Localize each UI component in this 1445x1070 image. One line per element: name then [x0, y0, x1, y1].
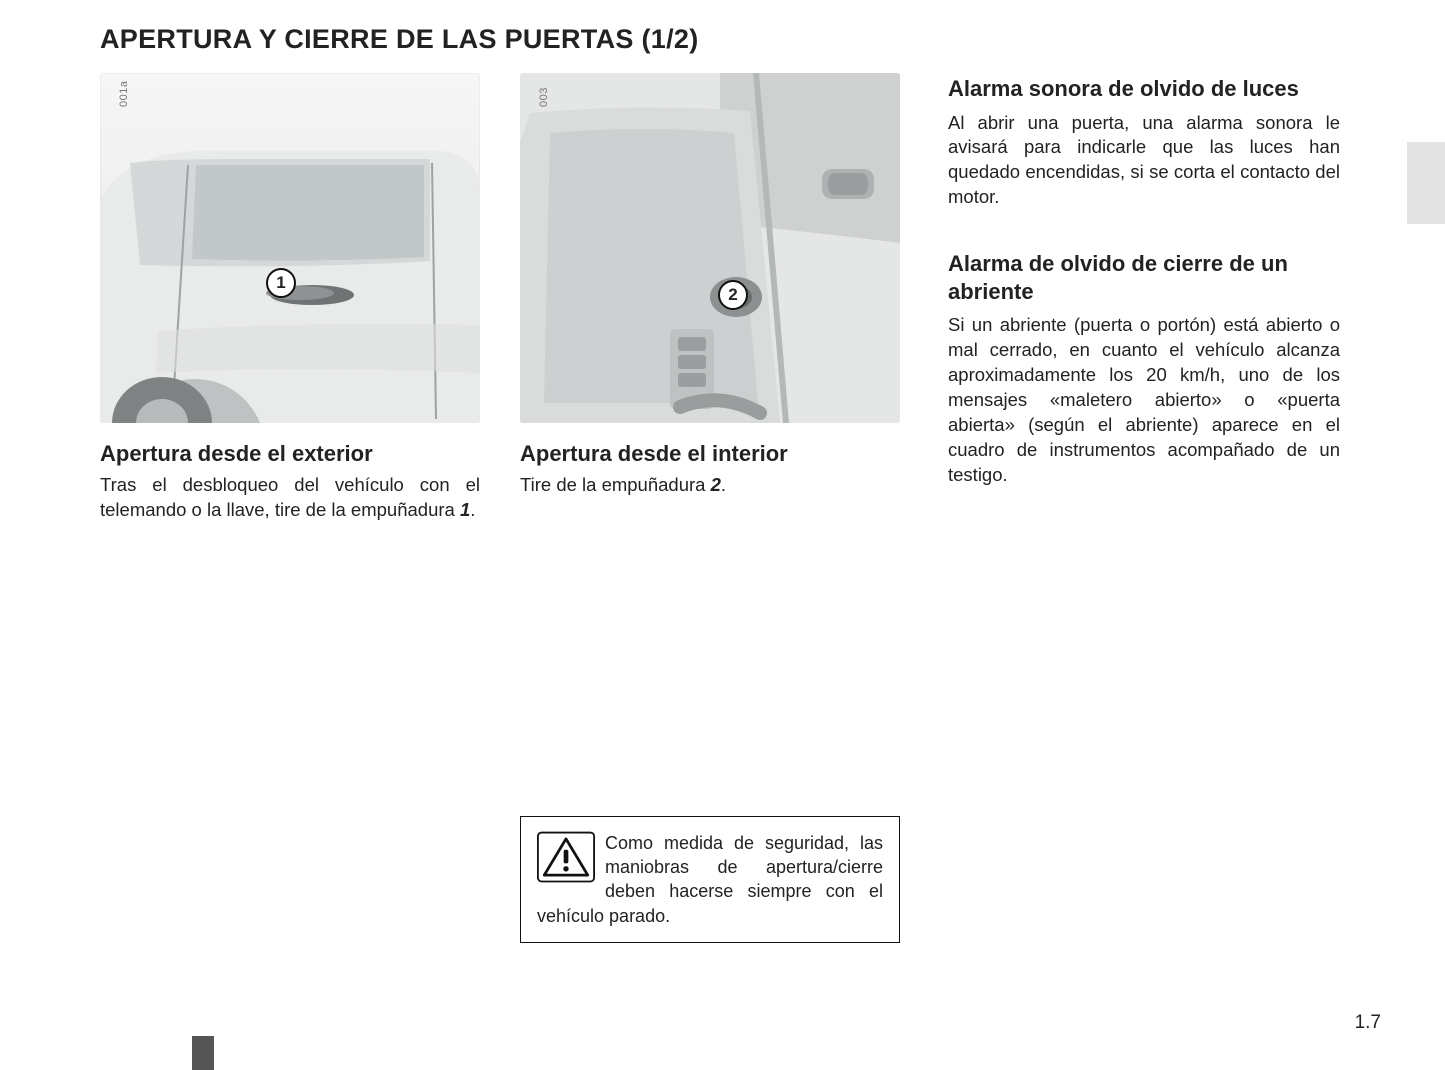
- column-exterior: 001a: [100, 73, 480, 523]
- subtitle-exterior: Apertura desde el exterior: [100, 441, 480, 467]
- text-exterior-em: 1: [460, 499, 470, 520]
- car-exterior-illustration: [100, 73, 480, 423]
- text-exterior-before: Tras el desbloqueo del vehículo con el t…: [100, 474, 480, 520]
- callout-2: 2: [718, 280, 748, 310]
- page-title: APERTURA Y CIERRE DE LAS PUERTAS (1/2): [100, 24, 1369, 55]
- text-door-alarm: Si un abriente (puerta o portón) está ab…: [948, 313, 1340, 488]
- car-interior-illustration: [520, 73, 900, 423]
- page-number: 1.7: [1355, 1012, 1381, 1034]
- text-interior: Tire de la empuñadura 2.: [520, 473, 900, 498]
- subtitle-interior: Apertura desde el interior: [520, 441, 900, 467]
- callout-1: 1: [266, 268, 296, 298]
- figure-interior: 003: [520, 73, 900, 423]
- text-lights-alarm: Al abrir una puerta, una alarma sonora l…: [948, 111, 1340, 211]
- warning-box: Como medida de segu­ridad, las maniobras…: [520, 816, 900, 943]
- text-interior-before: Tire de la empuñadura: [520, 474, 711, 495]
- figure-number: 003: [538, 87, 550, 107]
- text-interior-em: 2: [711, 474, 721, 495]
- manual-page: APERTURA Y CIERRE DE LAS PUERTAS (1/2) 0…: [0, 0, 1445, 943]
- bottom-tab: [192, 1036, 214, 1070]
- warning-icon: [537, 831, 595, 883]
- text-interior-after: .: [721, 474, 726, 495]
- column-interior: 003: [520, 73, 900, 943]
- heading-lights-alarm: Alarma sonora de olvido de luces: [948, 75, 1340, 103]
- figure-number: 001a: [118, 81, 130, 107]
- side-tab: [1407, 142, 1445, 224]
- column-alarms: Alarma sonora de olvido de luces Al abri…: [940, 73, 1340, 528]
- column-interior-inner: 003: [520, 73, 900, 943]
- columns-wrap: 001a: [100, 73, 1369, 943]
- heading-door-alarm: Alarma de olvido de cierre de un abrient…: [948, 250, 1340, 305]
- text-exterior-after: .: [470, 499, 475, 520]
- figure-exterior: 001a: [100, 73, 480, 423]
- text-exterior: Tras el desbloqueo del vehículo con el t…: [100, 473, 480, 523]
